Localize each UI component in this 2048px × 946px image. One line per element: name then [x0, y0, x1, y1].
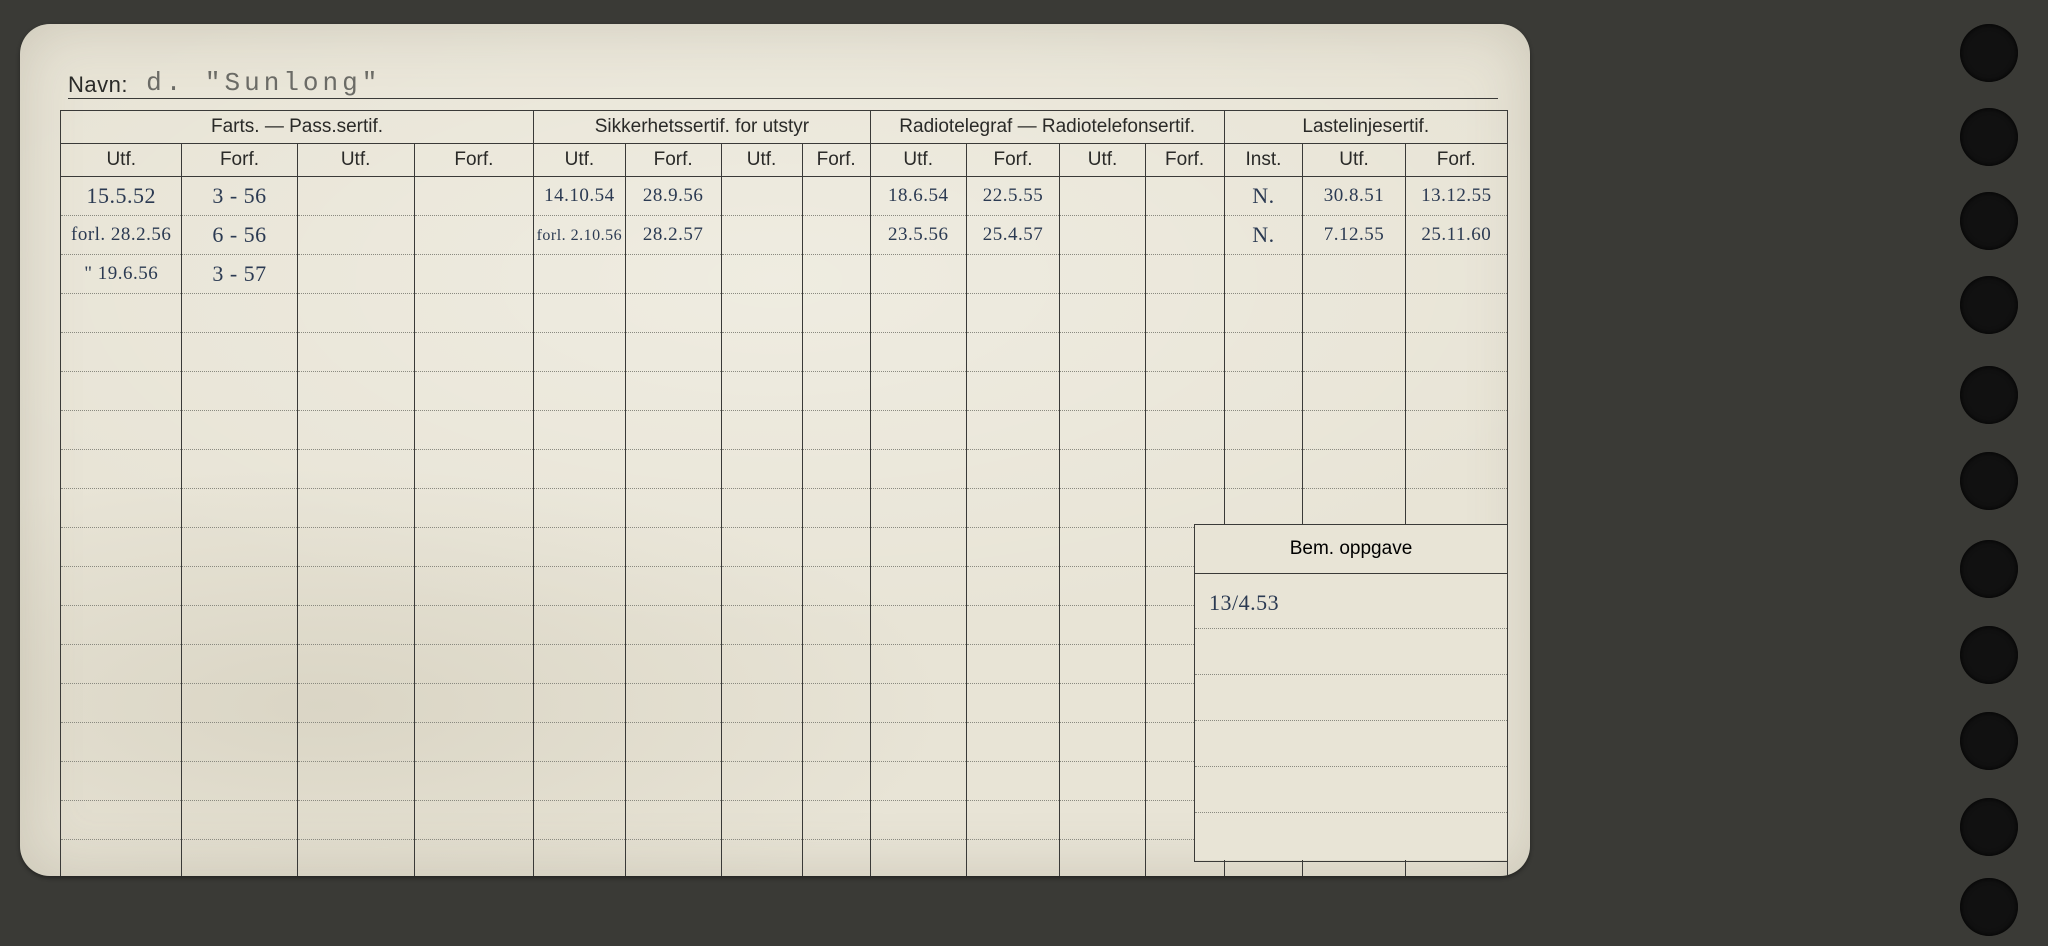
cell: " 19.6.56 [84, 263, 158, 284]
punch-hole [1960, 452, 2018, 510]
cell: 7.12.55 [1324, 224, 1385, 245]
cell: 3 - 57 [212, 261, 266, 286]
cell: 3 - 56 [212, 183, 266, 208]
punch-hole [1960, 192, 2018, 250]
navn-value: d. "Sunlong" [146, 68, 381, 98]
navn-field: Navn: d. "Sunlong" [68, 70, 1498, 99]
col-utf: Utf. [61, 144, 182, 177]
cell: forl. 2.10.56 [537, 227, 623, 244]
cell: forl. 28.2.56 [71, 224, 171, 245]
punch-hole [1960, 540, 2018, 598]
col-inst: Inst. [1224, 144, 1303, 177]
punch-holes [1580, 0, 2048, 946]
col-utf: Utf. [297, 144, 414, 177]
col-forf: Forf. [182, 144, 297, 177]
col-utf: Utf. [534, 144, 626, 177]
punch-hole [1960, 626, 2018, 684]
cell: 28.9.56 [643, 185, 704, 206]
group-farts: Farts. — Pass.sertif. [61, 111, 534, 144]
col-forf: Forf. [1145, 144, 1224, 177]
cell: 18.6.54 [888, 185, 949, 206]
table-row [61, 489, 1508, 528]
punch-hole [1960, 712, 2018, 770]
cell: 15.5.52 [86, 183, 156, 208]
cell: 25.4.57 [983, 224, 1044, 245]
col-forf: Forf. [966, 144, 1060, 177]
punch-hole [1960, 366, 2018, 424]
cell: 6 - 56 [212, 222, 266, 247]
punch-hole [1960, 798, 2018, 856]
cell: 30.8.51 [1324, 185, 1385, 206]
cell: N. [1252, 222, 1274, 247]
col-utf: Utf. [870, 144, 966, 177]
table-row [61, 333, 1508, 372]
col-forf: Forf. [802, 144, 870, 177]
navn-label: Navn: [68, 72, 128, 97]
bem-oppgave-box: Bem. oppgave 13/4.53 [1194, 524, 1508, 860]
cell: 25.11.60 [1421, 224, 1491, 245]
punch-hole [1960, 276, 2018, 334]
table-row: forl. 28.2.56 6 - 56 forl. 2.10.56 28.2.… [61, 216, 1508, 255]
punch-hole [1960, 878, 2018, 936]
header-cols: Utf. Forf. Utf. Forf. Utf. Forf. Utf. Fo… [61, 144, 1508, 177]
table-row [61, 372, 1508, 411]
cell: 14.10.54 [544, 185, 615, 206]
col-utf: Utf. [721, 144, 802, 177]
table-row [61, 450, 1508, 489]
cell: 28.2.57 [643, 224, 704, 245]
table-row [61, 294, 1508, 333]
table-row [61, 411, 1508, 450]
group-laste: Lastelinjesertif. [1224, 111, 1507, 144]
bem-value: 13/4.53 [1209, 590, 1279, 616]
punch-hole [1960, 108, 2018, 166]
punch-hole [1960, 24, 2018, 82]
cell: 13.12.55 [1421, 185, 1492, 206]
col-forf: Forf. [625, 144, 721, 177]
cell: N. [1252, 183, 1274, 208]
cell: 22.5.55 [983, 185, 1044, 206]
group-radio: Radiotelegraf — Radiotelefonsertif. [870, 111, 1224, 144]
col-utf: Utf. [1060, 144, 1145, 177]
table-row: " 19.6.56 3 - 57 [61, 255, 1508, 294]
col-utf: Utf. [1303, 144, 1405, 177]
col-forf: Forf. [414, 144, 533, 177]
index-card: Navn: d. "Sunlong" Farts. — Pass.sertif.… [20, 24, 1530, 876]
bem-body: 13/4.53 [1194, 573, 1508, 862]
col-forf: Forf. [1405, 144, 1507, 177]
group-sikkerhet: Sikkerhetssertif. for utstyr [534, 111, 871, 144]
cell: 23.5.56 [888, 224, 949, 245]
bem-label: Bem. oppgave [1194, 524, 1508, 573]
header-groups: Farts. — Pass.sertif. Sikkerhetssertif. … [61, 111, 1508, 144]
table-row: 15.5.52 3 - 56 14.10.54 28.9.56 18.6.54 … [61, 177, 1508, 216]
